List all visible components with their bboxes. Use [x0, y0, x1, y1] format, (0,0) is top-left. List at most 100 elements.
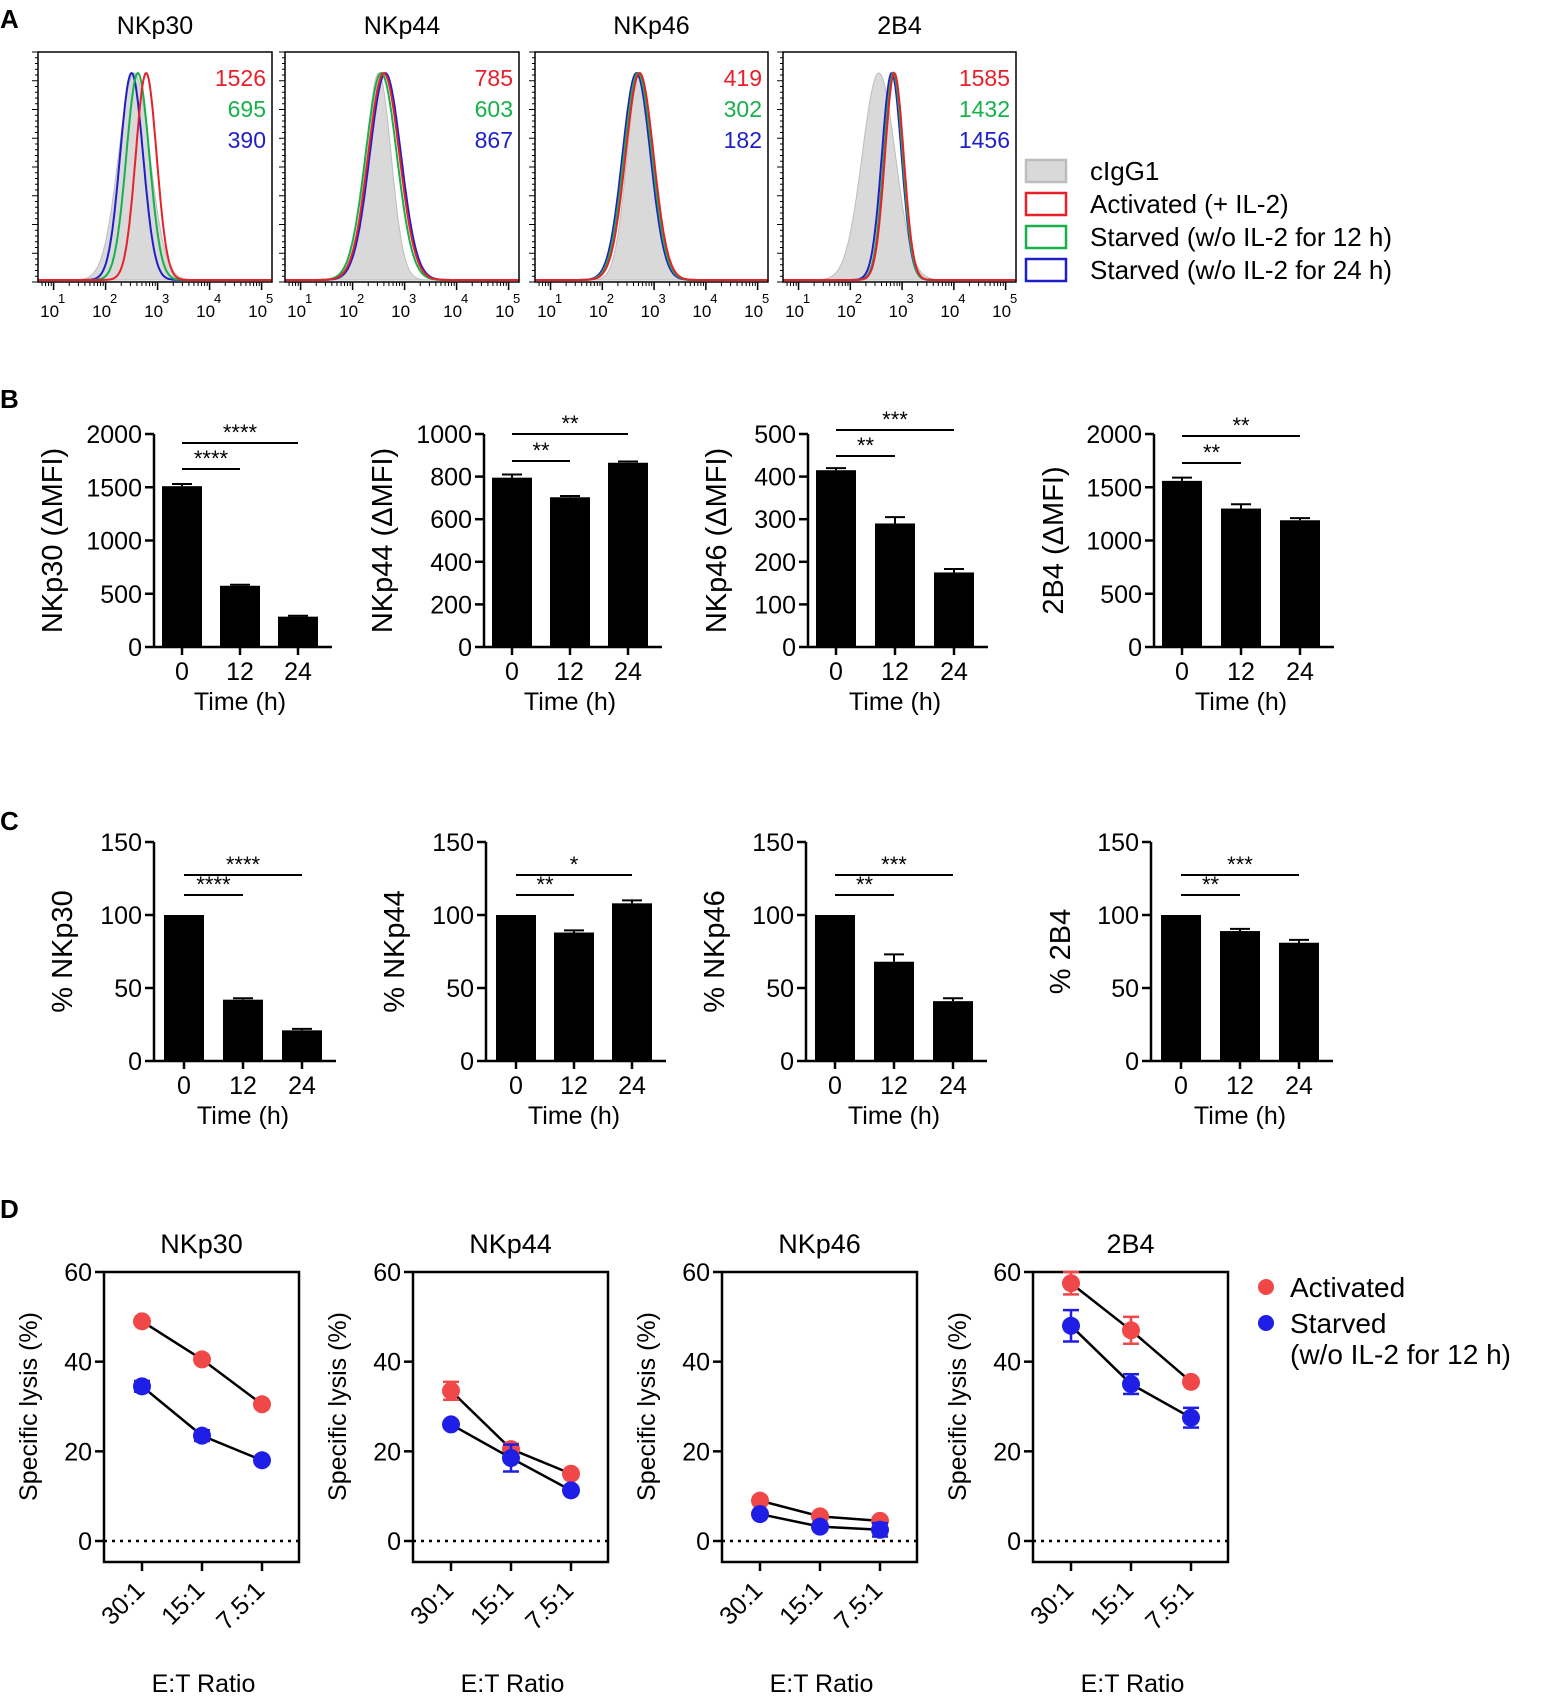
- bar: [874, 961, 914, 1061]
- bar: [164, 915, 204, 1061]
- y-tick-label: 100: [432, 902, 474, 930]
- y-tick-label: 40: [682, 1349, 710, 1377]
- bar: [1280, 520, 1320, 647]
- x-tick-label: 7.5:1: [1140, 1576, 1199, 1635]
- x-tick-exponent: 3: [162, 291, 169, 306]
- y-axis-label: Specific lysis (%): [633, 1312, 661, 1501]
- lysis-chart-2b4: 2B4 0 20 40 60 30:1 15:1 7.5:1 E:T Ratio Specific…: [944, 1229, 1230, 1698]
- x-tick-exponent: 1: [555, 291, 562, 306]
- x-tick-exponent: 3: [409, 291, 416, 306]
- legend-label-detail: (w/o IL-2 for 12 h): [1290, 1339, 1511, 1370]
- plot-frame: [411, 1270, 610, 1564]
- y-tick-label: 40: [373, 1349, 401, 1377]
- legend-label: Activated: [1290, 1272, 1405, 1303]
- mfi-value: 603: [475, 96, 513, 122]
- data-point-activated: [562, 1464, 580, 1483]
- data-point-starved: [1182, 1408, 1200, 1427]
- x-tick-label: 15:1: [156, 1576, 210, 1630]
- y-tick-label: 50: [446, 975, 474, 1003]
- bar: [1220, 931, 1260, 1061]
- y-tick-label: 800: [430, 464, 472, 492]
- x-tick-label: 12: [229, 1072, 257, 1100]
- bar: [282, 1030, 322, 1061]
- y-tick-label: 0: [128, 634, 142, 662]
- y-tick-label: 60: [682, 1259, 710, 1287]
- x-tick-exponent: 2: [607, 291, 614, 306]
- lysis-legend: Activated Starved(w/o IL-2 for 12 h): [1258, 1272, 1511, 1370]
- y-tick-label: 100: [752, 902, 794, 930]
- y-axis-label: Specific lysis (%): [944, 1312, 972, 1501]
- x-tick-label: 7.5:1: [520, 1576, 579, 1635]
- bar: [278, 616, 318, 647]
- activated-histogram: [783, 71, 1016, 281]
- y-tick-label: 1500: [1086, 474, 1142, 502]
- x-tick-exponent: 5: [513, 291, 520, 306]
- legend-marker: [1258, 1279, 1274, 1295]
- x-tick-base: 10: [196, 302, 215, 321]
- data-point-starved: [1122, 1375, 1140, 1394]
- y-tick-label: 60: [993, 1259, 1021, 1287]
- y-axis-label: % NKp30: [47, 890, 79, 1013]
- x-tick-exponent: 2: [855, 291, 862, 306]
- x-tick-exponent: 2: [110, 291, 117, 306]
- x-tick-label: 12: [226, 658, 254, 686]
- mfi-value: 1585: [959, 65, 1010, 91]
- x-tick-label: 0: [177, 1072, 191, 1100]
- y-axis-label: % NKp44: [379, 890, 411, 1013]
- x-tick-base: 10: [92, 302, 111, 321]
- bar: [1162, 480, 1202, 647]
- x-tick-label: 0: [505, 658, 519, 686]
- significance-stars: **: [561, 411, 579, 436]
- mfi-value: 1456: [959, 127, 1010, 153]
- data-point-activated: [1122, 1321, 1140, 1340]
- bar: [1161, 915, 1201, 1061]
- data-point-activated: [751, 1491, 769, 1510]
- y-tick-label: 150: [1097, 829, 1139, 857]
- y-tick-label: 1000: [416, 421, 472, 449]
- significance-stars: **: [1232, 413, 1250, 438]
- x-tick-base: 10: [889, 302, 908, 321]
- x-tick-label: 24: [1285, 1072, 1313, 1100]
- x-tick-exponent: 1: [803, 291, 810, 306]
- lysis-chart-title: NKp30: [160, 1229, 243, 1259]
- x-tick-label: 0: [828, 1072, 842, 1100]
- significance-stars: **: [856, 872, 874, 897]
- lysis-chart-nkp44: NKp44 0 20 40 60 30:1 15:1 7.5:1 E:T Ratio Specif…: [324, 1229, 610, 1698]
- data-point-starved: [811, 1517, 829, 1536]
- y-tick-label: 400: [754, 464, 796, 492]
- series-line-starved: [141, 1385, 263, 1462]
- mfi-value: 419: [724, 65, 762, 91]
- lysis-chart-title: 2B4: [1106, 1229, 1154, 1259]
- significance-stars: **: [1202, 872, 1220, 897]
- legend-marker: [1258, 1315, 1274, 1331]
- y-tick-label: 60: [373, 1259, 401, 1287]
- y-tick-label: 0: [78, 1528, 92, 1556]
- bar: [496, 915, 536, 1061]
- y-tick-label: 20: [64, 1438, 92, 1466]
- legend-swatch: [1024, 191, 1068, 217]
- x-tick-base: 10: [992, 302, 1011, 321]
- x-tick-exponent: 5: [1010, 291, 1017, 306]
- lysis-chart-nkp30: NKp30 0 20 40 60 30:1 15:1 7.5:1 E:T Ratio Specif…: [15, 1229, 301, 1698]
- x-axis-label: Time (h): [197, 1102, 289, 1130]
- bar: [550, 497, 590, 647]
- x-axis-label: E:T Ratio: [1081, 1670, 1185, 1698]
- x-tick-label: 12: [1227, 658, 1255, 686]
- y-tick-label: 500: [100, 581, 142, 609]
- x-axis-label: Time (h): [849, 688, 941, 716]
- y-tick-label: 0: [1125, 1048, 1139, 1076]
- significance-stars: ***: [1227, 852, 1253, 877]
- bar: [162, 486, 202, 647]
- x-tick-base: 10: [495, 302, 514, 321]
- x-tick-exponent: 5: [762, 291, 769, 306]
- legend-label: Starved (w/o IL-2 for 12 h): [1090, 222, 1392, 252]
- data-point-starved: [562, 1481, 580, 1500]
- significance-stars: ****: [194, 446, 229, 471]
- y-tick-label: 200: [430, 591, 472, 619]
- x-tick-base: 10: [785, 302, 804, 321]
- panel-label-B: B: [0, 384, 19, 414]
